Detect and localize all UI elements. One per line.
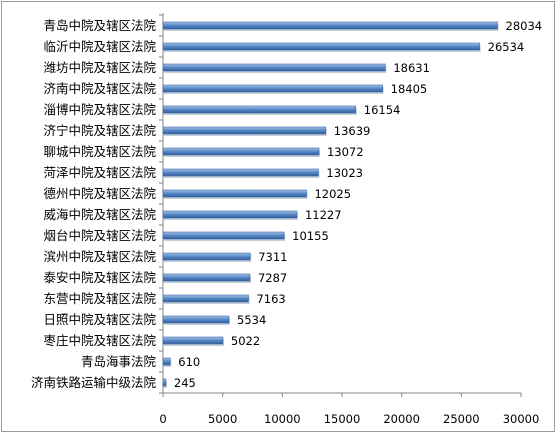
bar [162, 21, 498, 30]
bar [162, 315, 230, 324]
category-label: 青岛海事法院 [81, 354, 157, 369]
bar [162, 210, 298, 219]
bar [162, 105, 357, 114]
bar [162, 147, 320, 156]
value-label: 16154 [364, 103, 401, 117]
bar [162, 273, 251, 282]
value-label: 18405 [391, 82, 428, 96]
bar [162, 189, 307, 198]
value-label: 26534 [488, 40, 525, 54]
x-tick-label: 30000 [503, 412, 540, 426]
category-label: 烟台中院及辖区法院 [43, 228, 156, 243]
category-label: 菏泽中院及辖区法院 [43, 165, 156, 180]
bar [162, 126, 327, 135]
value-label: 11227 [305, 208, 342, 222]
category-label: 滨州中院及辖区法院 [43, 249, 156, 264]
labels-group: 青岛中院及辖区法院 28034 临沂中院及辖区法院 26534 潍坊中院及辖区法院 186… [31, 18, 542, 390]
x-tick-label: 15000 [324, 412, 361, 426]
category-label: 日照中院及辖区法院 [43, 312, 156, 327]
value-label: 13072 [327, 145, 364, 159]
category-label: 济宁中院及辖区法院 [43, 123, 156, 138]
x-tick-label: 5000 [208, 412, 237, 426]
category-label: 东营中院及辖区法院 [43, 291, 156, 306]
value-label: 245 [174, 376, 196, 390]
bar [162, 231, 285, 240]
value-label: 18631 [393, 61, 430, 75]
bar [162, 63, 386, 72]
bar [162, 42, 480, 51]
value-label: 28034 [506, 19, 543, 33]
category-label: 济南铁路运输中级法院 [31, 375, 157, 390]
bar [162, 294, 249, 303]
bar [162, 252, 251, 261]
bar [162, 336, 224, 345]
value-label: 10155 [292, 229, 329, 243]
value-label: 7163 [256, 292, 285, 306]
x-tick-label: 10000 [264, 412, 301, 426]
bar [162, 84, 383, 93]
category-label: 潍坊中院及辖区法院 [43, 60, 156, 75]
bars-group [162, 21, 499, 388]
value-label: 7287 [258, 271, 287, 285]
value-label: 5022 [231, 334, 260, 348]
bar [162, 168, 319, 177]
value-label: 13639 [334, 124, 371, 138]
category-label: 济南中院及辖区法院 [43, 81, 156, 96]
value-label: 12025 [314, 187, 351, 201]
category-label: 枣庄中院及辖区法院 [43, 333, 156, 348]
x-tick-label: 0 [159, 412, 166, 426]
category-label: 泰安中院及辖区法院 [43, 270, 156, 285]
x-tick-label: 20000 [383, 412, 420, 426]
value-label: 13023 [326, 166, 363, 180]
category-label: 聊城中院及辖区法院 [43, 144, 156, 159]
category-label: 淄博中院及辖区法院 [43, 102, 156, 117]
axes: 0 5000 10000 15000 20000 25000 30000 [159, 13, 539, 426]
value-label: 610 [178, 355, 200, 369]
category-label: 临沂中院及辖区法院 [43, 39, 156, 54]
category-label: 青岛中院及辖区法院 [43, 18, 156, 33]
bar [162, 378, 167, 387]
bar [162, 357, 171, 366]
category-label: 德州中院及辖区法院 [43, 186, 156, 201]
value-label: 5534 [237, 313, 266, 327]
value-label: 7311 [258, 250, 287, 264]
category-label: 威海中院及辖区法院 [43, 207, 156, 222]
x-tick-label: 25000 [443, 412, 480, 426]
